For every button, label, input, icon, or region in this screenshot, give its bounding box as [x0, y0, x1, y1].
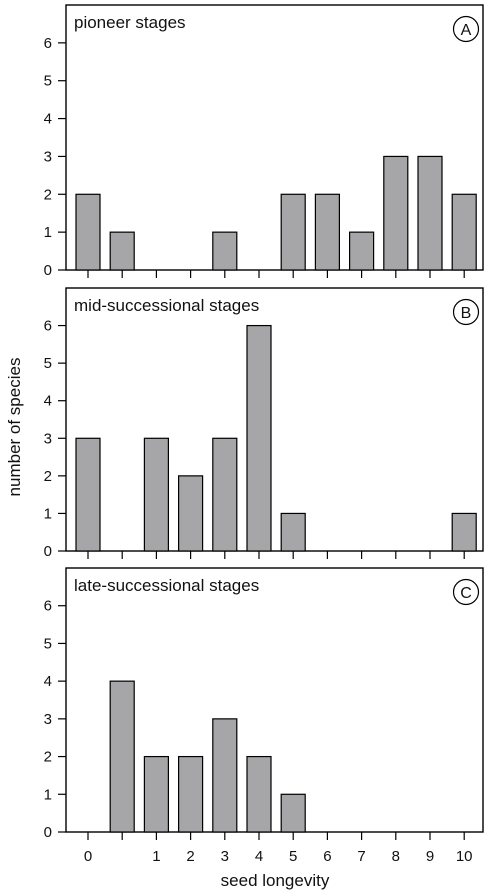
y-tick-label: 4: [44, 393, 52, 410]
y-tick-label: 3: [44, 148, 52, 165]
x-tick-label: 10: [456, 848, 473, 865]
panel-c: 0 1 2 3 4 5 6 late-successional stages C: [44, 567, 484, 841]
bar: [143, 755, 169, 833]
y-tick-label: 2: [44, 749, 52, 766]
bar: [109, 231, 135, 271]
bar: [75, 193, 101, 271]
y-tick-label: 6: [44, 318, 52, 335]
y-tick-label: 5: [44, 635, 52, 652]
panel-frame: [65, 567, 484, 833]
y-tick-label: 2: [44, 186, 52, 203]
panel-a: 0 1 2 3 4 5 6 pioneer stages A: [44, 4, 484, 279]
bar: [280, 193, 306, 271]
x-tick-label: 7: [357, 848, 365, 865]
y-tick-label: 0: [44, 543, 52, 560]
y-tick-label: 0: [44, 824, 52, 841]
panel-letter-circle: [452, 298, 480, 326]
bar: [246, 324, 272, 552]
panel-letter-circle: [452, 578, 480, 606]
x-tick-label: 5: [289, 848, 297, 865]
bar: [280, 793, 306, 833]
y-tick-label: 4: [44, 111, 52, 128]
panel-letter-circle: [452, 15, 480, 43]
y-tick-label: 3: [44, 430, 52, 447]
y-axis-label: number of species: [5, 358, 24, 497]
panel-title: mid-successional stages: [74, 296, 259, 315]
panel-letter: C: [460, 585, 472, 602]
y-tick-label: 1: [44, 224, 52, 241]
bar: [178, 475, 204, 552]
panel-letter: A: [461, 22, 472, 39]
y-tick-label: 1: [44, 786, 52, 803]
panel-title: pioneer stages: [74, 13, 186, 32]
bar: [75, 437, 101, 552]
x-tick-label: 9: [426, 848, 434, 865]
y-tick-label: 6: [44, 598, 52, 615]
bar: [109, 680, 135, 833]
x-tick-label: 8: [392, 848, 400, 865]
x-tick-label: 2: [186, 848, 194, 865]
panel-b: 0 1 2 3 4 5 6 mid-successional stages B: [44, 287, 484, 560]
bar: [143, 437, 169, 552]
panel-frame: [65, 4, 484, 271]
y-tick-label: 1: [44, 505, 52, 522]
bar: [212, 437, 238, 552]
x-tick-label: 0: [84, 848, 92, 865]
x-tick-label: 6: [323, 848, 331, 865]
y-tick-label: 6: [44, 35, 52, 52]
panel-title: late-successional stages: [74, 576, 259, 595]
panel-letter: B: [461, 305, 472, 322]
y-tick-label: 0: [44, 262, 52, 279]
bar: [280, 512, 306, 552]
bar: [417, 155, 443, 271]
y-tick-label: 2: [44, 468, 52, 485]
bar: [451, 512, 477, 552]
x-tick-label: 3: [221, 848, 229, 865]
y-tick-label: 4: [44, 673, 52, 690]
y-tick-label: 3: [44, 711, 52, 728]
bar: [383, 155, 409, 271]
panel-frame: [65, 287, 484, 552]
bar: [314, 193, 340, 271]
x-tick-label: 4: [255, 848, 263, 865]
x-tick-label: 1: [152, 848, 160, 865]
bar: [212, 718, 238, 833]
bar: [349, 231, 375, 271]
y-tick-label: 5: [44, 355, 52, 372]
bar: [178, 755, 204, 833]
bar: [246, 755, 272, 833]
x-axis-label: seed longevity: [221, 871, 330, 890]
bar: [451, 193, 477, 271]
chart-panels: 0 1 2 3 4 5 6 pioneer stages A 0 1 2 3 4 5 6 mid-success…: [44, 4, 484, 865]
bar: [212, 231, 238, 271]
y-tick-label: 5: [44, 73, 52, 90]
